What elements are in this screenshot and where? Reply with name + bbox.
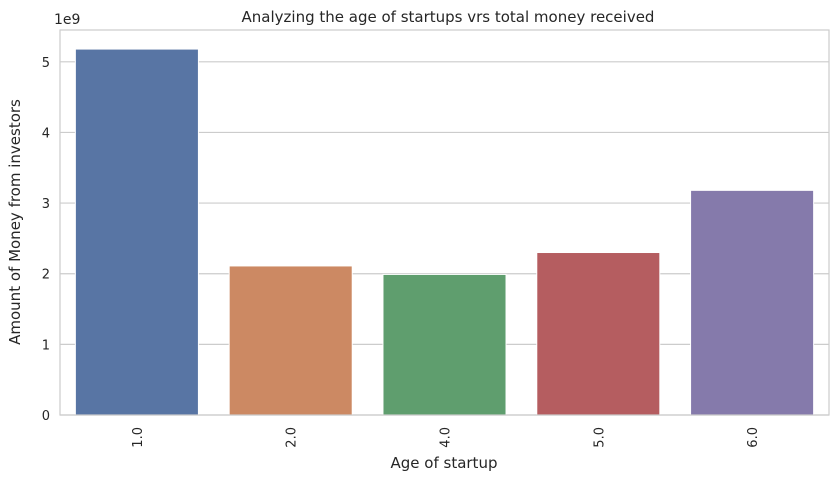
y-tick-label: 2	[42, 268, 50, 283]
x-tick-label: 5.0	[592, 427, 607, 448]
plot-frame	[59, 29, 830, 416]
y-tick-label: 5	[42, 56, 50, 71]
y-tick-label: 4	[42, 126, 50, 141]
y-tick-label: 3	[42, 197, 50, 212]
x-tick-label: 6.0	[746, 427, 761, 448]
x-tick-labels: 1.0 2.0 4.0 5.0 6.0	[131, 427, 761, 448]
chart-title: Analyzing the age of startups vrs total …	[242, 8, 655, 26]
bar-6.0	[690, 189, 815, 416]
x-tick-label: 4.0	[439, 427, 454, 448]
y-tick-label: 0	[42, 409, 50, 424]
bar-4.0	[382, 273, 507, 416]
y-axis-label: Amount of Money from investors	[6, 99, 24, 345]
x-tick-label: 2.0	[285, 427, 300, 448]
y-tick-label: 1	[42, 338, 50, 353]
x-axis-label: Age of startup	[391, 454, 498, 472]
y-offset-label: 1e9	[54, 12, 80, 28]
bars	[74, 48, 815, 416]
bar-1.0	[74, 48, 199, 416]
x-tick-label: 1.0	[131, 427, 146, 448]
bar-5.0	[536, 252, 661, 416]
bar-2.0	[228, 265, 353, 416]
y-tick-labels: 0 1 2 3 4 5	[42, 56, 50, 424]
